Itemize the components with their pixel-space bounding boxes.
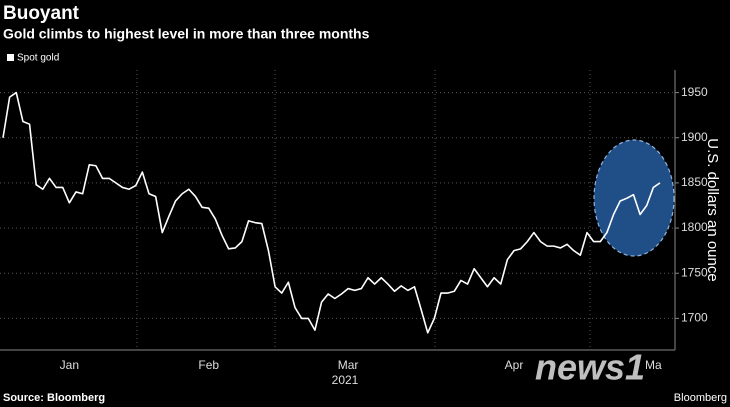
y-tick-label: 1900: [681, 130, 708, 144]
x-tick-label: Apr: [505, 358, 524, 372]
series-line: [2, 91, 661, 334]
chart-title: Buoyant: [3, 3, 80, 24]
y-tick-label: 1700: [681, 311, 708, 325]
month-grid: [136, 70, 591, 350]
y-tick-label: 1850: [681, 175, 708, 189]
chart-subtitle: Gold climbs to highest level in more tha…: [3, 26, 370, 42]
watermark: news1: [535, 347, 645, 388]
x-axis-year: 2021: [332, 373, 359, 387]
y-tick-label: 1800: [681, 220, 708, 234]
x-tick-label: Feb: [198, 358, 219, 372]
x-tick-label: Mar: [338, 358, 359, 372]
source: Source: Bloomberg: [3, 392, 105, 404]
y-axis-label: U.S. dollars an ounce: [704, 138, 721, 281]
y-tick-label: 1750: [681, 265, 708, 279]
brand: Bloomberg: [674, 392, 727, 404]
legend-label: Spot gold: [17, 53, 59, 64]
x-tick-label: Ma: [645, 358, 662, 372]
x-tick-label: Jan: [60, 358, 79, 372]
legend-swatch: [7, 54, 14, 61]
y-tick-label: 1950: [681, 85, 708, 99]
